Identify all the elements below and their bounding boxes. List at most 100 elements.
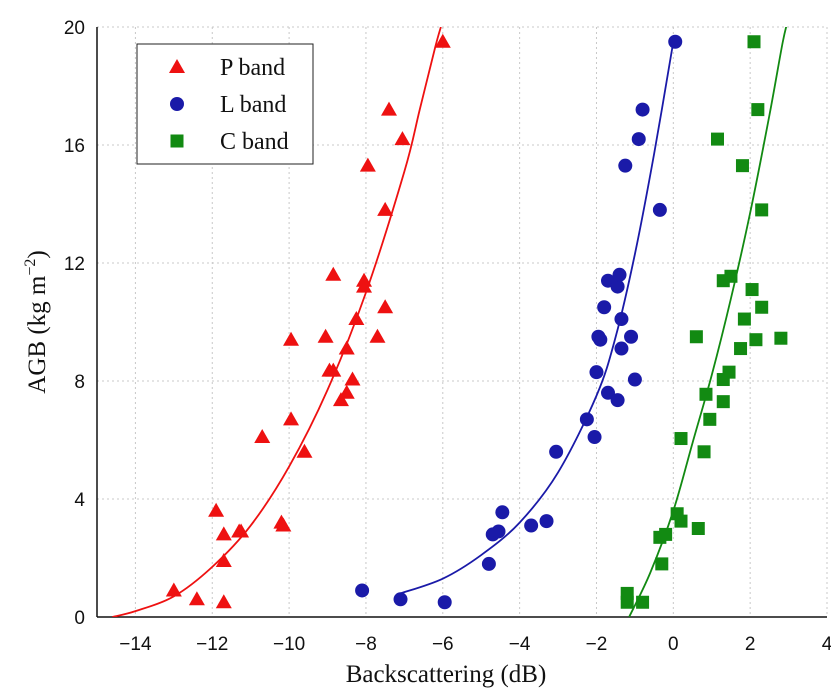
y-tick-label: 12 (64, 254, 85, 275)
c-band-point (620, 586, 634, 600)
p-band-point (317, 328, 334, 343)
y-tick-label: 8 (74, 372, 85, 393)
p-band-point (381, 101, 397, 116)
l-band-point (579, 412, 594, 427)
l-band-point (627, 372, 642, 387)
c-band-point (659, 527, 673, 541)
legend: P band L band C band (136, 43, 314, 165)
c-band-point (747, 35, 761, 49)
l-band-point (539, 514, 554, 529)
legend-label-p-band: P band (220, 55, 285, 81)
l-band-point (495, 505, 510, 520)
l-band-point (393, 592, 408, 607)
l-band-point (437, 595, 452, 610)
l-band-point (618, 158, 633, 173)
l-band-point (631, 132, 646, 147)
c-band-point (737, 312, 751, 326)
c-band-point (749, 333, 763, 347)
c-band-point (755, 203, 769, 217)
c-band-point (691, 522, 705, 535)
c-band-point (697, 445, 711, 459)
p-band-point (165, 582, 182, 597)
x-axis-title: Backscattering (dB) (346, 661, 547, 688)
l-band-point (610, 279, 625, 294)
p-band-point (188, 591, 205, 606)
p-band-point (348, 311, 365, 326)
c-band-point (674, 514, 688, 528)
c-band-point (751, 103, 765, 117)
p-band-point (215, 526, 232, 541)
y-tick-label: 16 (64, 136, 85, 157)
l-band-point (635, 102, 650, 117)
data-points (165, 33, 788, 610)
legend-marker-p-band (169, 59, 185, 73)
l-band-point (549, 444, 564, 459)
c-band-point (735, 159, 749, 173)
c-band-point (674, 432, 688, 446)
l-band-point (668, 34, 683, 49)
p-band-point (275, 517, 292, 532)
y-tick-label: 20 (64, 18, 85, 39)
l-band-fit-curve (400, 41, 675, 595)
l-band-point (587, 430, 602, 445)
l-band-point (612, 267, 627, 282)
c-band-point (745, 283, 759, 297)
p-band-point (338, 384, 355, 399)
p-band-point (394, 131, 411, 146)
y-axis-title-superscript: −2 (22, 259, 39, 276)
x-tick-label: 0 (668, 634, 679, 655)
legend-label-l-band: L band (220, 92, 286, 118)
c-band-point (774, 331, 788, 345)
c-band-point (711, 132, 724, 146)
p-band-point (215, 594, 232, 609)
l-band-point (524, 518, 539, 533)
c-band-point (716, 395, 730, 409)
legend-marker-c-band (170, 134, 184, 148)
p-band-point (283, 331, 300, 346)
x-tick-label: −10 (273, 634, 305, 655)
c-band-point (636, 595, 650, 609)
x-tick-label: −6 (432, 634, 454, 655)
l-band-point (481, 556, 496, 571)
p-band-point (325, 266, 342, 281)
l-band-point (593, 332, 608, 347)
p-band-point (296, 443, 313, 458)
p-band-point (377, 299, 394, 314)
y-axis-title-main: AGB (kg m (24, 275, 51, 394)
x-tick-label: −14 (119, 634, 152, 655)
x-tick-label: −2 (586, 634, 608, 655)
p-band-point (233, 523, 250, 538)
y-axis-title-end: ) (24, 250, 51, 258)
p-band-point (325, 362, 342, 377)
p-band-point (338, 340, 355, 355)
c-band-point (722, 365, 736, 379)
y-tick-label: 0 (74, 608, 85, 629)
l-band-point (614, 341, 629, 356)
c-band-fit-curve (628, 27, 788, 617)
l-band-point (624, 329, 639, 344)
l-band-point (355, 583, 370, 598)
p-band-point (377, 201, 394, 216)
p-band-point (359, 157, 376, 172)
l-band-point (597, 300, 612, 315)
c-band-point (734, 342, 748, 356)
legend-marker-l-band (170, 97, 184, 111)
l-band-point (614, 312, 629, 327)
c-band-point (724, 269, 738, 283)
legend-box (136, 43, 314, 165)
c-band-point (689, 330, 703, 344)
p-band-point (208, 502, 225, 517)
l-band-point (491, 524, 506, 539)
c-band-point (699, 387, 713, 401)
legend-label-c-band: C band (220, 129, 289, 155)
l-band-point (601, 385, 615, 400)
p-band-point (434, 33, 451, 48)
axes (96, 27, 827, 618)
p-band-point (215, 552, 232, 567)
p-band-point (369, 328, 386, 343)
y-tick-label: 4 (74, 490, 85, 511)
x-tick-label: 2 (745, 634, 756, 655)
x-tick-label: −4 (509, 634, 531, 655)
y-axis-title: AGB (kg m−2) (22, 250, 51, 393)
p-band-point (254, 429, 271, 444)
